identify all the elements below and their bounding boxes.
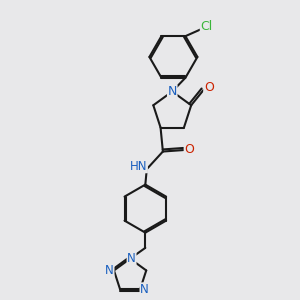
Text: N: N (140, 283, 149, 296)
Text: N: N (127, 252, 136, 265)
Text: N: N (168, 85, 177, 98)
Text: O: O (204, 81, 214, 94)
Text: HN: HN (130, 160, 147, 173)
Text: N: N (105, 264, 114, 277)
Text: Cl: Cl (200, 20, 213, 33)
Text: O: O (184, 143, 194, 156)
